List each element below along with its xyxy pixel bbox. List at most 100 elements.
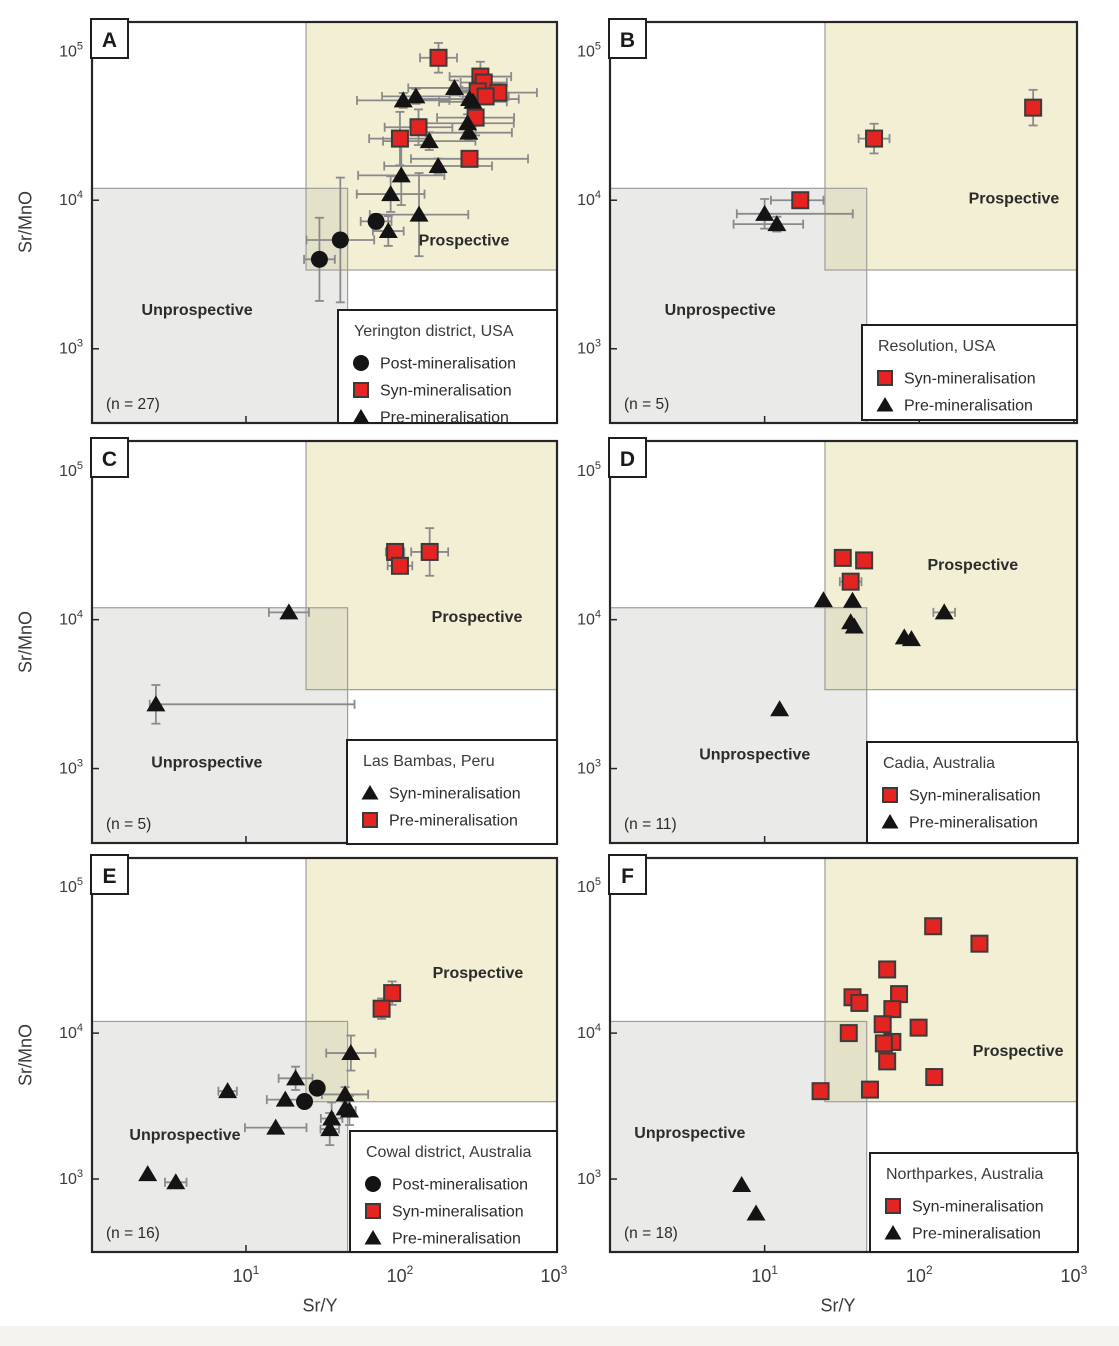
unprospective-region <box>92 188 348 423</box>
marker-square <box>839 1024 858 1043</box>
panel-letter: D <box>620 448 635 471</box>
x-tick-label: 103 <box>1061 1263 1088 1286</box>
unprospective-region <box>92 1021 348 1252</box>
unprospective-label: Unprospective <box>665 302 776 319</box>
y-tick-label: 103 <box>577 338 601 358</box>
marker-triangle <box>279 603 299 620</box>
y-tick-label: 103 <box>577 758 601 778</box>
y-tick-label: 104 <box>577 1022 601 1042</box>
y-tick-label: 103 <box>59 1168 83 1188</box>
panel-E: Prospective Unprospective (n = 16) 105 104 10… <box>59 854 568 1286</box>
legend-title: Cowal district, Australia <box>366 1144 531 1161</box>
marker-square <box>390 129 409 148</box>
panel-letter: A <box>102 29 117 52</box>
panel-letter-box <box>90 18 129 59</box>
marker-triangle <box>428 156 448 173</box>
x-axis-title-left: Sr/Y <box>302 1295 338 1316</box>
marker-square <box>811 1082 830 1101</box>
x-tick-label: 103 <box>541 1263 568 1286</box>
panel-C: Prospective Unprospective (n = 5) 105 104 103… <box>59 437 559 845</box>
marker-triangle <box>755 204 775 221</box>
sample-count-label: (n = 11) <box>624 816 677 833</box>
marker-triangle <box>335 1085 355 1102</box>
sample-count-label: (n = 5) <box>106 816 151 833</box>
marker-triangle <box>934 603 954 620</box>
marker-square <box>925 1068 944 1087</box>
legend-symbol-square <box>885 1198 901 1214</box>
y-tick-label: 105 <box>577 41 601 61</box>
legend-symbol-triangle <box>884 1225 902 1240</box>
marker-circle <box>331 231 349 249</box>
legend-title: Yerington district, USA <box>354 323 514 340</box>
marker-triangle <box>767 215 787 232</box>
marker-square <box>909 1018 928 1037</box>
marker-triangle <box>381 185 401 202</box>
marker-circle <box>310 250 328 268</box>
unprospective-label: Unprospective <box>129 1127 240 1144</box>
marker-square <box>1024 98 1043 117</box>
marker-triangle <box>266 1118 286 1135</box>
marker-square <box>855 551 874 570</box>
x-tick-label: 101 <box>233 1263 260 1286</box>
panel-letter-box <box>608 437 647 478</box>
legend-symbol-square <box>362 812 378 828</box>
unprospective-label: Unprospective <box>699 747 810 764</box>
marker-square <box>390 556 409 575</box>
prospective-label: Prospective <box>433 965 524 982</box>
legend-symbol-triangle <box>361 785 379 800</box>
panel-letter: B <box>620 29 635 52</box>
y-tick-label: 104 <box>577 189 601 209</box>
legend-box <box>861 324 1078 421</box>
marker-triangle <box>275 1090 295 1107</box>
marker-square <box>476 87 495 106</box>
y-tick-label: 105 <box>577 876 601 896</box>
marker-triangle <box>378 222 398 239</box>
x-tick-label: 101 <box>751 1263 778 1286</box>
legend-title: Cadia, Australia <box>883 755 995 772</box>
legend-symbol-square <box>877 370 893 386</box>
marker-square <box>833 548 852 567</box>
unprospective-region <box>610 188 867 423</box>
legend-title: Northparkes, Australia <box>886 1166 1044 1183</box>
marker-triangle <box>409 205 429 222</box>
legend-item-label: Pre-mineralisation <box>380 410 509 427</box>
marker-triangle <box>146 695 166 712</box>
marker-square <box>791 191 810 210</box>
legend-title: Las Bambas, Peru <box>363 753 495 770</box>
legend-item-label: Pre-mineralisation <box>392 1231 521 1248</box>
region-overlap <box>824 607 867 690</box>
marker-triangle <box>419 132 439 149</box>
panel-frame <box>608 439 1079 845</box>
marker-triangle <box>463 92 483 109</box>
panel-letter-box <box>608 18 647 59</box>
marker-square <box>409 118 428 137</box>
legend-symbol-triangle <box>352 409 370 424</box>
legend-symbol-square <box>882 787 898 803</box>
y-tick-label: 103 <box>59 338 83 358</box>
y-tick-label: 105 <box>59 41 83 61</box>
marker-triangle <box>732 1176 752 1193</box>
panel-letter-box <box>90 854 129 895</box>
legend-symbol-triangle <box>876 397 894 412</box>
marker-square <box>970 934 989 953</box>
marker-triangle <box>406 87 426 104</box>
unprospective-label: Unprospective <box>142 302 253 319</box>
marker-square <box>372 999 391 1018</box>
marker-triangle <box>843 591 863 608</box>
legend-item-label: Syn-mineralisation <box>389 786 521 803</box>
marker-circle <box>308 1079 326 1097</box>
panel-letter: C <box>102 448 117 471</box>
marker-triangle <box>813 591 833 608</box>
sample-count-label: (n = 18) <box>624 1225 678 1242</box>
legend-item-label: Syn-mineralisation <box>909 788 1041 805</box>
y-tick-label: 104 <box>59 609 83 629</box>
marker-square <box>860 1080 879 1099</box>
legend-symbol-triangle <box>364 1230 382 1245</box>
panel-F: Prospective Unprospective (n = 18) 105 104 10… <box>577 854 1088 1286</box>
legend-item-label: Pre-mineralisation <box>389 813 518 830</box>
marker-square <box>874 1034 893 1053</box>
y-tick-label: 103 <box>59 758 83 778</box>
marker-square <box>850 993 869 1012</box>
